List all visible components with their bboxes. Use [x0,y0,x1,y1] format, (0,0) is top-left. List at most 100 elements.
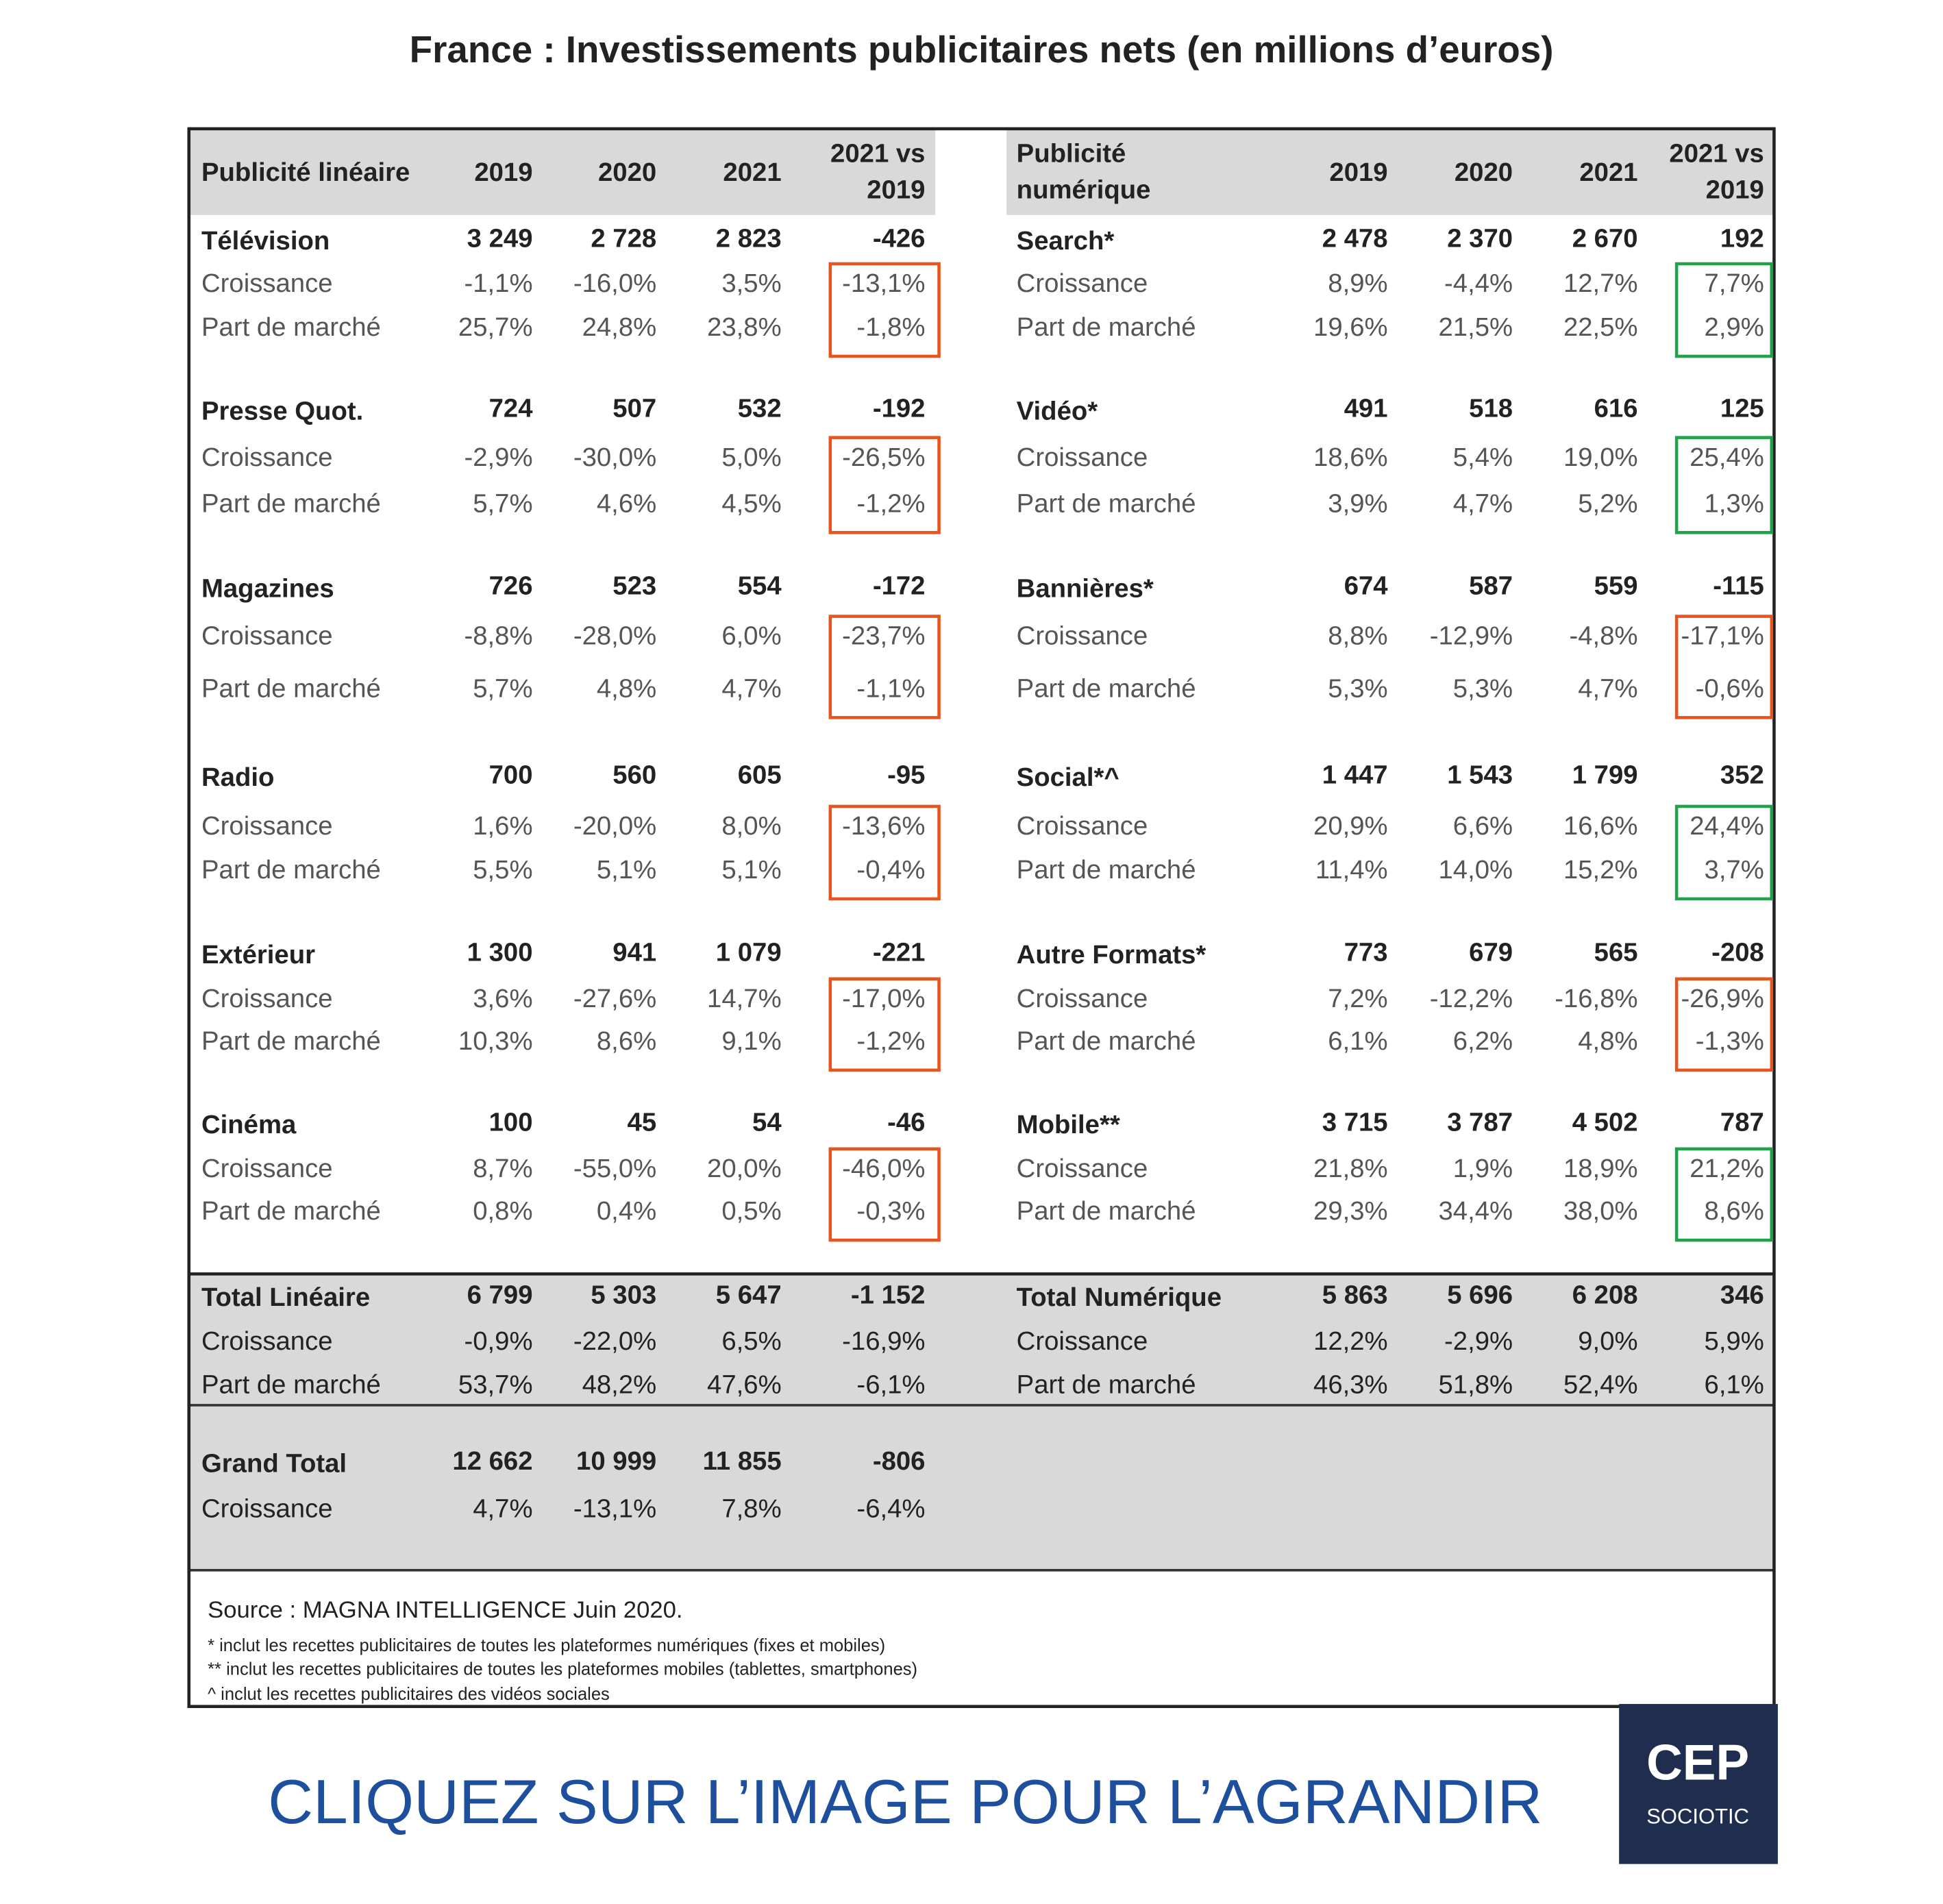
cell: 3 249 [467,223,533,253]
row-label: Grand Total [201,1449,347,1479]
column-header: 2020 [598,158,656,187]
cell: 15,2% [1563,855,1638,885]
cell: -1,1% [464,269,532,298]
row-label: Radio [201,763,274,792]
cell: 8,8% [1328,621,1387,651]
cell: 16,6% [1563,811,1638,841]
logo-bg[interactable] [1619,1704,1778,1864]
cell: 2 370 [1447,223,1513,253]
cell: 2 728 [591,223,656,253]
cell: 29,3% [1313,1196,1388,1226]
cell: 9,0% [1578,1326,1637,1356]
cell: 52,4% [1563,1370,1638,1400]
cell: -1,8% [856,312,925,342]
cell: 5,3% [1453,673,1513,703]
cell: -27,6% [573,984,656,1013]
cell: 48,2% [582,1370,657,1400]
cell: -46,0% [842,1154,925,1183]
row-label: Part de marché [1017,855,1196,885]
cell: -426 [873,223,926,253]
row-label: Social*^ [1017,763,1119,792]
cell: 7,8% [721,1494,781,1523]
cell: -13,1% [573,1494,656,1523]
cell: 20,9% [1313,811,1388,841]
row-label: Bannières* [1017,573,1154,603]
cell: 4,7% [473,1494,532,1523]
cell: 34,4% [1438,1196,1513,1226]
cell: 1,3% [1705,489,1764,518]
cell: 12,2% [1313,1326,1388,1356]
cell: 3 787 [1447,1108,1513,1137]
cell: -221 [873,937,926,967]
row-label: Part de marché [201,489,381,518]
cell: 21,8% [1313,1154,1388,1183]
cell: 6,0% [721,621,781,651]
cell: 1 543 [1447,760,1513,789]
cell: -0,4% [856,855,925,885]
cell: 605 [738,760,782,789]
cell: 507 [612,394,656,423]
row-label: Croissance [201,1326,333,1356]
cell: 22,5% [1563,312,1638,342]
cell: 5,1% [721,855,781,885]
row-label: Part de marché [201,1370,381,1400]
cell: -13,6% [842,811,925,841]
call-to-action[interactable]: CLIQUEZ SUR L’IMAGE POUR L’AGRANDIR [268,1767,1542,1837]
cell: 47,6% [707,1370,782,1400]
cell: 5 647 [716,1280,782,1309]
cell: -8,8% [464,621,532,651]
header-bg [1006,129,1774,215]
row-label: Croissance [1017,443,1148,472]
cell: 554 [738,571,782,601]
cell: -1,2% [856,489,925,518]
row-label: Part de marché [1017,1026,1196,1056]
highlight-box [1674,615,1774,719]
cell: 4,5% [721,489,781,518]
row-label: Part de marché [1017,312,1196,342]
row-label: Croissance [1017,984,1148,1013]
cell: 18,9% [1563,1154,1638,1183]
highlight-box [828,615,941,719]
cell: 6,1% [1705,1370,1764,1400]
cell: 6 208 [1572,1280,1638,1309]
cell: -1,3% [1696,1026,1764,1056]
cell: 724 [489,394,534,423]
cell: 20,0% [707,1154,782,1183]
row-label: Autre Formats* [1017,940,1206,969]
row-label: Croissance [201,621,333,651]
cell: 18,6% [1313,443,1388,472]
cell: 8,0% [721,811,781,841]
cell: 2 823 [716,223,782,253]
row-label: Croissance [201,984,333,1013]
cell: 1 079 [716,937,782,967]
row-label: Croissance [1017,1154,1148,1183]
cell: -20,0% [573,811,656,841]
cell: 8,6% [597,1026,656,1056]
source: Source : MAGNA INTELLIGENCE Juin 2020. [208,1597,682,1623]
cell: 560 [612,760,656,789]
column-header: 2021 vs [1669,138,1763,168]
cell: -46 [887,1108,925,1137]
cell: 14,0% [1438,855,1513,885]
cell: 4,7% [1453,489,1513,518]
cell: 787 [1720,1108,1764,1137]
row-label: Part de marché [1017,1370,1196,1400]
cell: -2,9% [1444,1326,1513,1356]
cell: 726 [489,571,533,601]
cell: 5 863 [1322,1280,1388,1309]
row-label: Croissance [201,443,333,472]
cell: -16,0% [573,269,656,298]
row-label: Croissance [201,269,333,298]
cell: 8,9% [1328,269,1387,298]
cell: 3,9% [1328,489,1387,518]
cell: 23,8% [707,312,782,342]
cell: 523 [612,571,656,601]
cell: 565 [1594,937,1638,967]
cell: 11 855 [703,1446,782,1476]
cell: -16,8% [1555,984,1637,1013]
cell: -1,1% [856,673,925,703]
cell: 5,0% [721,443,781,472]
row-label: Search* [1017,226,1115,256]
